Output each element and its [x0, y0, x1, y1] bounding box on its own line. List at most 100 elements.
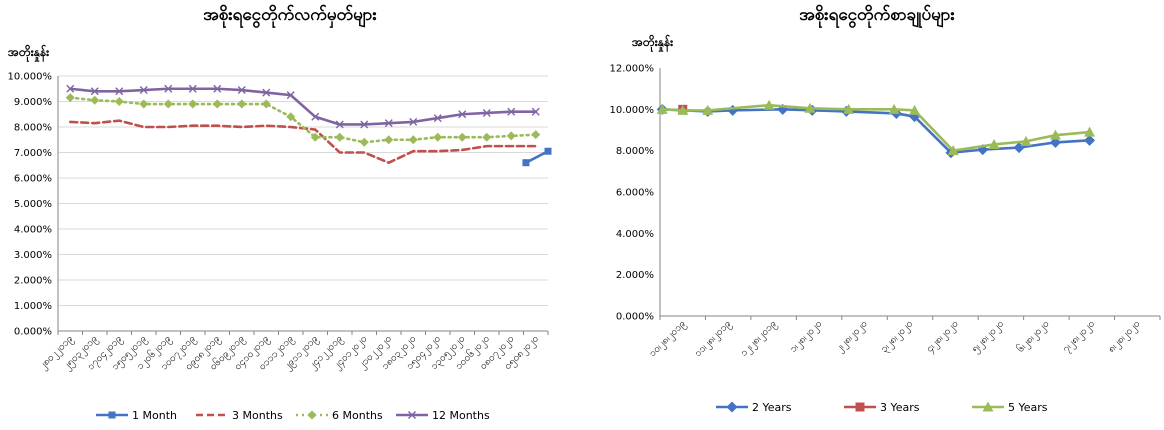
- y-tick-label: 4.000%: [14, 225, 52, 236]
- x-tick-label: ၇၊၂၈၊၂၀၂၀: [1061, 318, 1099, 356]
- data-point: [286, 112, 296, 122]
- x-tick-label: ၁၊၂၈၊၂၀၂၀: [788, 318, 826, 356]
- data-point: [531, 107, 540, 116]
- line-chart-svg: 0.000% 1.000% 2.000% 3.000% 4.000% 5.000% 6.00…: [8, 72, 552, 422]
- data-point: [1084, 134, 1096, 146]
- x-tick-label: ၂၊၂၈၊၂၀၂၀: [834, 318, 871, 355]
- chart-panel-right: အစိုးရငွေတိုက်စာချုပ်များ အတိုးနှုန်း 0.…: [590, 0, 1164, 430]
- data-point: [163, 99, 173, 109]
- legend-label: 3 Years: [880, 401, 920, 414]
- data-point: [335, 120, 344, 129]
- legend-item: 1 Month: [96, 409, 177, 422]
- data-point: [482, 108, 491, 117]
- legend-label: 2 Years: [752, 401, 792, 414]
- chart-panel-left: အစိုးရငွေတိုက်လက်မှတ်များ အတိုးနှုန်း 0.…: [0, 0, 580, 430]
- data-point: [237, 99, 247, 109]
- data-point: [507, 107, 516, 116]
- data-point: [213, 84, 222, 93]
- data-point: [457, 132, 467, 142]
- data-point: [384, 119, 393, 128]
- data-point: [656, 103, 668, 114]
- y-tick-label: 0.000%: [14, 327, 52, 338]
- data-point: [164, 84, 173, 93]
- data-point: [522, 159, 530, 167]
- y-tick-label: 2.000%: [14, 276, 52, 287]
- series-6-months: [65, 93, 541, 147]
- legend-label: 12 Months: [432, 409, 490, 422]
- series-1-month: [522, 147, 552, 167]
- data-point: [433, 132, 443, 142]
- data-point: [237, 86, 246, 95]
- data-point: [843, 103, 855, 114]
- x-tick-label: ၁၂၊၂၈၊၂၀၁၉: [738, 318, 780, 360]
- data-point: [262, 88, 271, 97]
- data-point: [947, 145, 959, 156]
- legend: 2 Years 3 Years 5 Years: [716, 401, 1048, 414]
- data-point: [677, 104, 689, 115]
- y-tick-label: 3.000%: [14, 250, 52, 261]
- data-point: [408, 135, 418, 145]
- data-point: [804, 102, 816, 113]
- data-point: [408, 411, 416, 419]
- y-tick-label: 8.000%: [616, 146, 654, 157]
- data-point: [763, 99, 775, 110]
- y-axis-unit-label: အတိုးနှုန်း: [632, 35, 674, 49]
- legend-item: 6 Months: [296, 409, 383, 422]
- y-tick-label: 6.000%: [14, 174, 52, 185]
- series-12-months: [66, 84, 540, 129]
- data-point: [409, 117, 418, 126]
- data-point: [212, 99, 222, 109]
- y-tick-label: 8.000%: [14, 123, 52, 134]
- series-line: [68, 87, 538, 126]
- y-tick-label: 2.000%: [616, 270, 654, 281]
- data-point: [888, 103, 900, 114]
- data-point: [726, 401, 738, 413]
- data-point: [458, 110, 467, 119]
- data-point: [66, 84, 75, 93]
- data-point: [115, 87, 124, 96]
- x-tick-label: ၆၊၂၈၊၂၀၂၀: [1014, 317, 1053, 356]
- series-2-years: [656, 103, 1096, 159]
- data-point: [1013, 142, 1025, 154]
- data-point: [65, 93, 75, 103]
- data-point: [307, 410, 317, 420]
- data-point: [311, 112, 320, 121]
- data-point: [108, 411, 116, 419]
- data-point: [261, 99, 271, 109]
- chart-title: အစိုးရငွေတိုက်စာချုပ်များ: [799, 5, 955, 25]
- legend-item: 2 Years: [716, 401, 792, 414]
- data-point: [90, 87, 99, 96]
- data-point: [286, 91, 295, 100]
- data-point: [359, 137, 369, 147]
- data-point: [114, 97, 124, 106]
- data-point: [506, 131, 516, 141]
- y-tick-label: 12.000%: [610, 64, 655, 75]
- x-tick-label: ၅၊၂၈၊၂၀၂၀: [970, 318, 1008, 356]
- line-chart-svg: 0.000% 2.000% 4.000% 6.000% 8.000% 10.000% 12.…: [610, 64, 1161, 414]
- data-point: [1049, 129, 1061, 140]
- x-tick-label: ၁၀၊၂၈၊၂၀၁၉: [647, 318, 689, 360]
- data-point: [482, 132, 492, 142]
- data-point: [702, 104, 714, 115]
- y-tick-label: 5.000%: [14, 199, 52, 210]
- data-point: [335, 132, 345, 142]
- data-point: [988, 138, 1000, 149]
- legend-item: 12 Months: [396, 409, 490, 422]
- legend-item: 5 Years: [972, 401, 1048, 414]
- data-point: [1084, 126, 1096, 137]
- y-tick-label: 9.000%: [14, 97, 52, 108]
- y-tick-label: 0.000%: [616, 312, 654, 323]
- legend-label: 5 Years: [1008, 401, 1048, 414]
- data-point: [90, 95, 100, 105]
- legend-label: 3 Months: [232, 409, 283, 422]
- x-tick-label: ၈၊၂၈၊၂၀၂၀: [1106, 318, 1144, 356]
- data-point: [855, 402, 865, 412]
- legend: 1 Month 3 Months 6 Months 12 Months: [96, 409, 490, 422]
- data-point: [727, 104, 739, 116]
- data-point: [310, 132, 320, 142]
- x-tick-label: ၄၊၂၈၊၂၀၂၀: [924, 318, 962, 356]
- series-line: [660, 108, 1091, 155]
- y-tick-label: 7.000%: [14, 148, 52, 159]
- data-point: [1020, 135, 1032, 146]
- chart-title: အစိုးရငွေတိုက်လက်မှတ်များ: [203, 5, 377, 25]
